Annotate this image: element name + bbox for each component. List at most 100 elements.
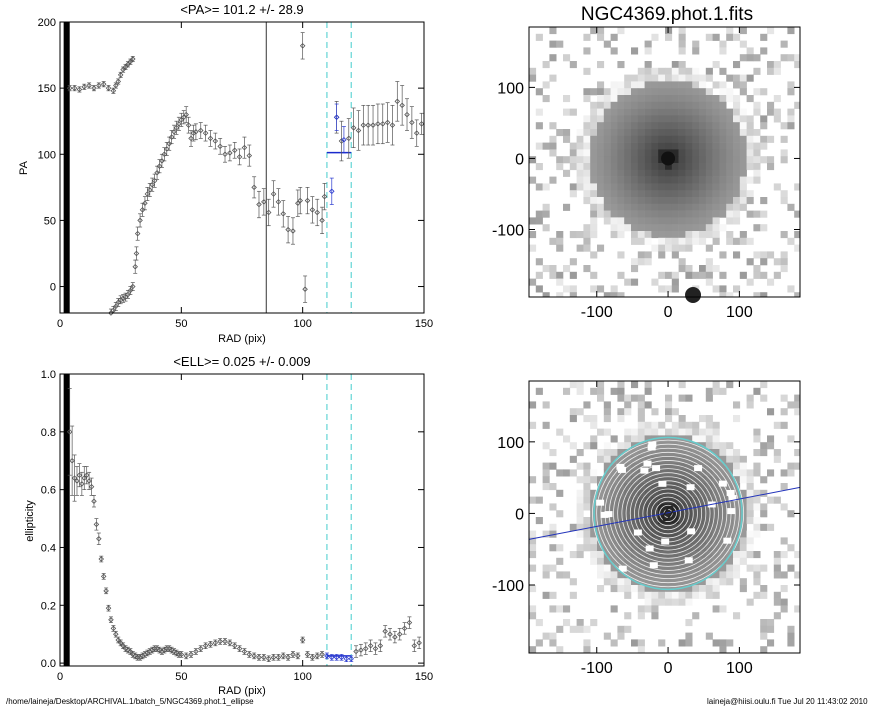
img2-pixel [631,496,639,504]
img1-pixel [590,285,598,293]
img2-pixel [692,476,700,484]
img1-pixel [665,135,673,143]
img1-pixel [753,271,761,279]
img1-x-tick-label: 0 [664,304,673,321]
img1-pixel [712,142,720,150]
img1-pixel [617,163,625,171]
img1-pixel [712,224,720,232]
img2-pixel [719,537,727,545]
img1-pixel [631,237,639,245]
img2-pixel [685,578,693,586]
img2-pixel [685,455,693,463]
img1-pixel [712,176,720,184]
img1-pixel [563,156,571,164]
img1-pixel [671,278,679,286]
img2-pixel [753,530,761,538]
img2-pixel [794,551,800,559]
img2-pixel [712,510,720,518]
img2-mask-block [618,565,627,572]
img2-pixel [624,503,632,511]
img1-pixel [699,210,707,218]
img1-pixel [760,142,768,150]
img1-pixel [678,265,686,273]
img2-pixel [665,428,673,436]
pa-data-point [236,154,243,160]
ell-data-point [69,457,75,464]
img2-y-tick-label: -100 [492,578,524,595]
img2-pixel [617,625,625,633]
img1-pixel [753,142,761,150]
img2-pixel [787,564,795,572]
img1-pixel [671,176,679,184]
img1-pixel [671,203,679,211]
pa-data-point [280,211,287,217]
img1-pixel [583,129,591,137]
ell-data-point [416,640,422,646]
pa-y-axis-label: PA [18,160,30,175]
pa-data-point [144,191,151,197]
img1-pixel [746,190,754,198]
img2-pixel [692,585,700,593]
pa-data-point [309,207,316,213]
img2-pixel [569,381,577,389]
img2-pixel [685,571,693,579]
img2-x-tick-label: 100 [726,660,753,677]
img1-pixel [610,169,618,177]
img1-pixel [597,210,605,218]
img1-pixel [685,210,693,218]
img1-pixel [719,88,727,96]
img1-pixel [705,224,713,232]
img2-pixel [597,523,605,531]
img1-pixel [671,149,679,157]
ell-data-point [71,475,78,481]
img1-pixel [610,231,618,239]
img2-pixel [678,415,686,423]
img2-pixel [610,523,618,531]
img1-pixel [610,135,618,143]
ell-data-point [166,645,172,652]
img2-pixel [617,530,625,538]
img1-pixel [705,176,713,184]
img2-pixel [773,591,781,599]
img2-pixel [699,571,707,579]
img2-pixel [671,591,679,599]
img1-pixel [773,61,781,69]
img2-pixel [699,591,707,599]
img1-pixel [719,203,727,211]
img1-pixel [739,81,747,89]
pa-data-point [133,250,140,257]
img1-y-tick-label: 100 [497,80,524,97]
img1-pixel [678,210,686,218]
img1-pixel [603,108,611,116]
ellipticity-y-axis-label: ellipticity [24,500,36,542]
img2-pixel [780,408,788,416]
img2-pixel [542,530,550,538]
img2-pixel [726,469,734,477]
img1-pixel [535,122,543,130]
pa-x-tick-label: 100 [293,318,311,330]
img1-pixel [685,156,693,164]
img2-isophote-contour [617,464,719,563]
img1-pixel [719,210,727,218]
img2-pixel [631,394,639,402]
img2-pixel [699,462,707,470]
pa-data-point [202,130,209,136]
img1-pixel [624,135,632,143]
img2-pixel [665,517,673,525]
img1-pixel [746,95,754,103]
pa-data-point [185,122,192,128]
img2-pixel [719,578,727,586]
img1-pixel [726,74,734,82]
img2-pixel [794,449,800,457]
img2-pixel [556,571,564,579]
ell-data-point [132,653,138,659]
img2-pixel [726,639,734,647]
ell-data-point [275,654,282,661]
img2-pixel [719,523,727,531]
img2-pixel [699,476,707,484]
pa-data-point [413,130,420,136]
img1-pixel [529,231,537,239]
pa-data-point [285,226,291,233]
img2-pixel [733,483,741,491]
img1-pixel [603,169,611,177]
